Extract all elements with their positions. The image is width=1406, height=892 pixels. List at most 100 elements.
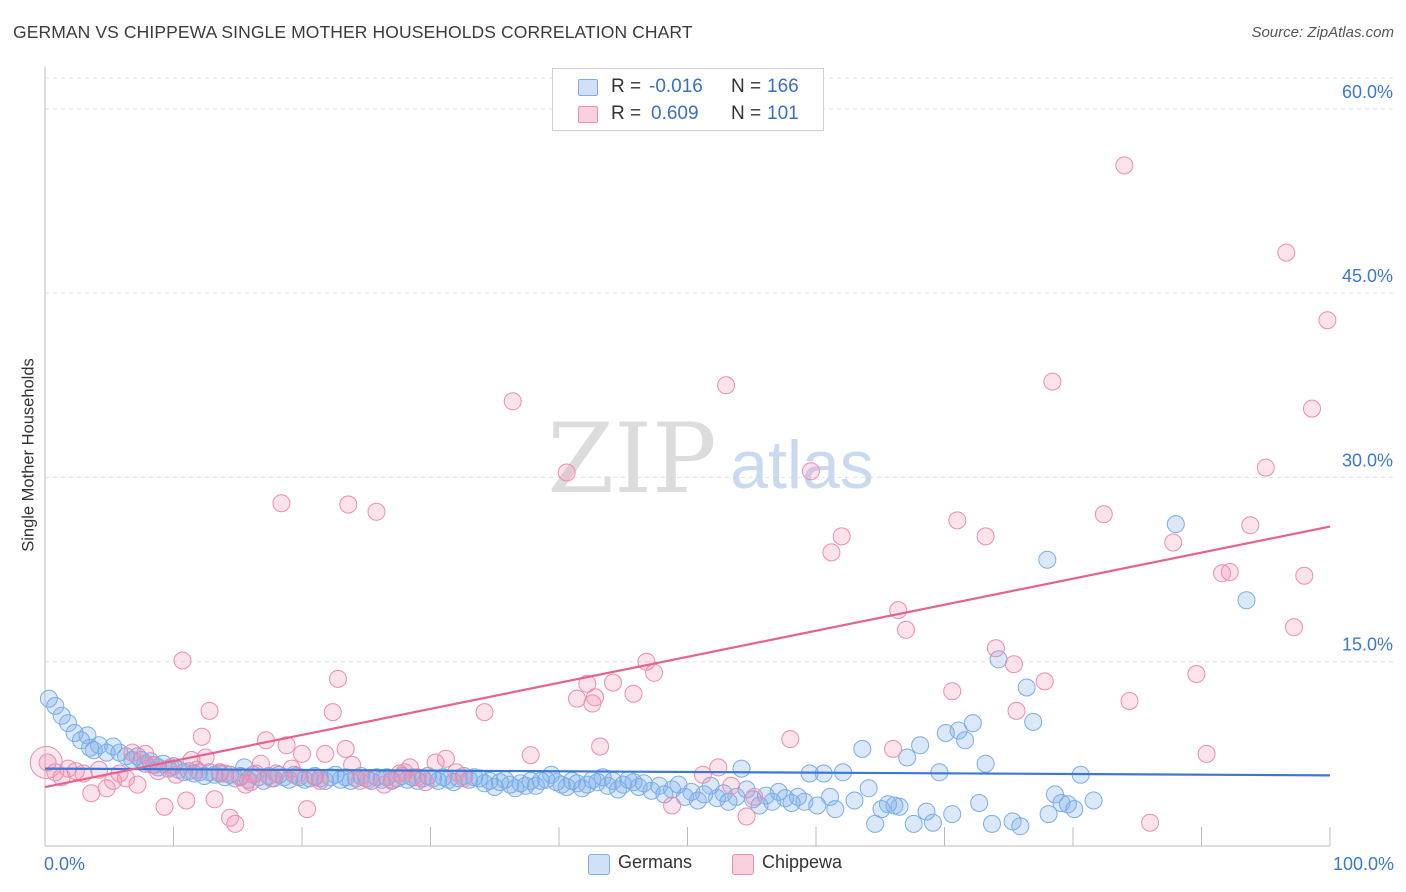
point-germans (911, 736, 930, 755)
point-germans (547, 773, 566, 792)
point-chippewa (226, 814, 245, 833)
point-chippewa (1277, 243, 1296, 262)
stats-swatch-germans (578, 79, 598, 96)
point-chippewa (737, 807, 756, 826)
point-chippewa (241, 773, 260, 792)
point-germans (1039, 805, 1058, 824)
point-chippewa (272, 494, 291, 513)
point-chippewa (1043, 372, 1062, 391)
point-germans (1017, 678, 1036, 697)
point-chippewa (155, 797, 174, 816)
point-chippewa (236, 775, 255, 794)
point-germans (970, 794, 989, 812)
point-chippewa (1187, 665, 1206, 683)
point-germans (956, 731, 975, 750)
point-chippewa (897, 620, 915, 639)
point-germans (526, 776, 545, 795)
point-germans (59, 714, 78, 733)
source-credit: Source: ZipAtlas.com (1251, 24, 1394, 41)
point-chippewa (128, 775, 147, 794)
point-germans (1011, 817, 1030, 836)
point-germans (808, 796, 827, 815)
point-chippewa (400, 758, 419, 777)
point-chippewa (1004, 655, 1023, 674)
point-chippewa (822, 543, 841, 562)
point-germans (826, 800, 845, 819)
point-chippewa (323, 703, 342, 722)
point-chippewa (586, 688, 604, 707)
point-chippewa (267, 764, 286, 783)
point-germans (593, 768, 612, 787)
watermark: ZIP atlas (547, 403, 873, 515)
point-germans (845, 791, 864, 810)
point-germans (949, 721, 968, 740)
point-chippewa (1007, 701, 1026, 720)
point-chippewa (1318, 311, 1337, 330)
point-chippewa (801, 462, 820, 481)
point-chippewa (948, 511, 967, 530)
point-germans (1237, 591, 1256, 610)
trendlines (44, 525, 1331, 789)
stats-row-germans: R = -0.016 N = 166 (553, 74, 823, 100)
axes (44, 67, 1331, 847)
point-chippewa (624, 684, 643, 703)
point-germans (923, 813, 942, 832)
point-chippewa (976, 527, 995, 546)
point-chippewa (359, 770, 378, 789)
data-points (29, 156, 1337, 836)
point-germans (732, 759, 751, 778)
point-germans (521, 771, 540, 790)
watermark-atlas: atlas (730, 427, 874, 503)
point-germans (1038, 550, 1057, 569)
point-chippewa (1115, 156, 1134, 175)
point-germans (321, 768, 340, 787)
point-germans (917, 802, 936, 821)
stats-n-label: N = (731, 76, 762, 97)
point-germans (90, 736, 108, 755)
point-germans (859, 779, 878, 798)
point-germans (52, 706, 71, 725)
stats-n-label: N = (731, 103, 762, 124)
legend-label-germans: Germans (618, 852, 693, 872)
stats-row-chippewa: R = 0.609 N = 101 (553, 101, 823, 127)
point-chippewa (277, 736, 296, 755)
point-chippewa (1094, 505, 1113, 524)
point-germans (1024, 712, 1043, 731)
point-chippewa (367, 502, 386, 521)
y-tick-label: 15.0% (1342, 635, 1393, 655)
point-germans (1065, 800, 1084, 819)
stats-n-value: 166 (767, 76, 799, 97)
point-chippewa (329, 669, 347, 688)
stats-r-value: 0.609 (651, 103, 699, 124)
point-germans (46, 696, 65, 715)
point-chippewa (205, 790, 224, 809)
point-chippewa (311, 771, 329, 790)
point-germans (39, 689, 58, 708)
y-tick-label: 30.0% (1342, 450, 1393, 470)
point-chippewa (986, 639, 1005, 658)
point-chippewa (336, 739, 355, 758)
point-chippewa (578, 674, 597, 693)
stats-r-value: -0.016 (649, 76, 703, 97)
point-germans (490, 773, 509, 792)
point-chippewa (167, 765, 186, 784)
point-chippewa (97, 779, 116, 798)
point-germans (963, 714, 982, 733)
point-chippewa (717, 376, 736, 395)
point-germans (1166, 515, 1185, 534)
point-chippewa (1035, 672, 1054, 691)
point-chippewa (884, 739, 903, 758)
trendline-germans (44, 767, 1331, 777)
stats-r-label: R = (611, 76, 642, 97)
point-germans (552, 775, 571, 794)
point-chippewa (1197, 744, 1216, 763)
point-chippewa (173, 651, 192, 670)
point-chippewa (215, 764, 234, 783)
point-chippewa (298, 800, 317, 819)
point-germans (943, 805, 962, 824)
point-germans (853, 739, 872, 758)
point-chippewa (339, 495, 358, 514)
point-germans (976, 754, 995, 773)
point-chippewa (1285, 618, 1303, 637)
